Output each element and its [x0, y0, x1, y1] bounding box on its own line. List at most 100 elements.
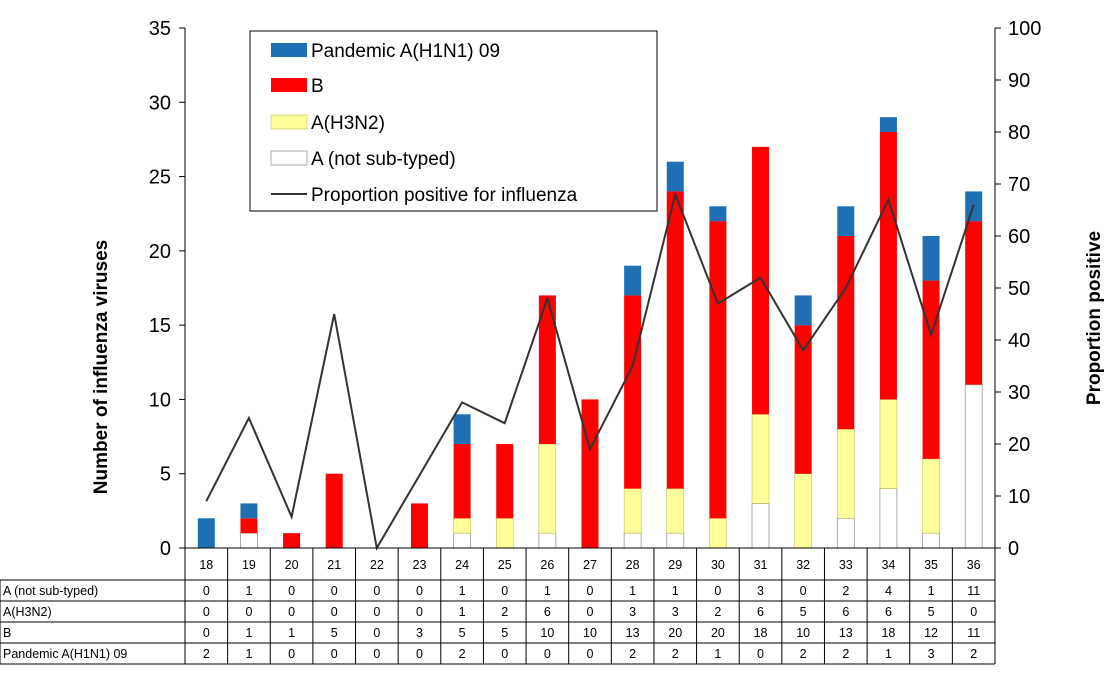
- x-tick-label: 24: [455, 558, 469, 572]
- table-cell: 2: [842, 584, 849, 598]
- legend: Pandemic A(H1N1) 09 B A(H3N2) A (not sub-ty…: [249, 30, 658, 212]
- table-cell: 0: [203, 584, 210, 598]
- bar-pandemic-a-h1n1-09-19: [240, 503, 258, 519]
- bar-pandemic-a-h1n1-09-24: [453, 414, 471, 444]
- bar-pandemic-a-h1n1-09-18: [197, 518, 215, 548]
- bar-pandemic-a-h1n1-09-32: [794, 295, 812, 326]
- y-tick-label: 15: [149, 315, 171, 337]
- y2-tick-label: 10: [1008, 486, 1030, 508]
- table-cell: 10: [583, 626, 597, 640]
- bar-pandemic-a-h1n1-09-28: [624, 265, 642, 296]
- bar-b-26: [538, 295, 556, 444]
- bar-b-24: [453, 444, 471, 519]
- table-cell: 2: [970, 647, 977, 661]
- table-cell: 0: [331, 605, 338, 619]
- table-cell: 1: [714, 647, 721, 661]
- proportion-line-layer: [205, 191, 975, 551]
- bar-b-25: [496, 444, 514, 519]
- bar-a-not-sub-typed--26: [538, 532, 557, 549]
- bar-b-21: [325, 473, 343, 548]
- y2-tick-label: 70: [1008, 174, 1030, 196]
- table-row-label: Pandemic A(H1N1) 09: [3, 647, 127, 661]
- table-cell: 0: [331, 584, 338, 598]
- x-tick-label: 30: [711, 558, 725, 572]
- bar-a-h3n2--33: [837, 428, 855, 519]
- y2-tick-label: 50: [1008, 278, 1030, 300]
- x-tick-label: 25: [498, 558, 512, 572]
- table-cell: 18: [754, 626, 768, 640]
- table-cell: 18: [881, 626, 895, 640]
- table-cell: 1: [245, 584, 252, 598]
- table-cell: 3: [757, 584, 764, 598]
- table-cell: 5: [800, 605, 807, 619]
- bar-a-h3n2--31: [751, 414, 770, 504]
- table-cell: 20: [668, 626, 682, 640]
- table-cell: 2: [800, 647, 807, 661]
- y-tick-label: 35: [149, 18, 171, 40]
- table-cell: 3: [629, 605, 636, 619]
- bar-a-h3n2--30: [709, 518, 727, 549]
- table-cell: 0: [373, 626, 380, 640]
- x-tick-label: 27: [583, 558, 597, 572]
- bar-b-32: [794, 325, 812, 474]
- table-cell: 1: [459, 584, 466, 598]
- table-cell: 5: [501, 626, 508, 640]
- bar-b-33: [837, 236, 855, 430]
- bar-b-19: [240, 518, 258, 534]
- bar-a-h3n2--26: [538, 443, 557, 534]
- table-row-label: B: [3, 626, 11, 640]
- x-tick-label: 19: [242, 558, 256, 572]
- table-cell: 6: [842, 605, 849, 619]
- bar-b-35: [922, 280, 940, 459]
- x-tick-label: 20: [285, 558, 299, 572]
- table-cell: 3: [928, 647, 935, 661]
- bar-b-29: [666, 191, 684, 489]
- plot-axes: 0 5 10 15 20 25 30 35 0 10 20 30 40 50 60 70 80 90 100: [149, 18, 1042, 560]
- table-cell: 3: [672, 605, 679, 619]
- legend-swatch-b: [271, 78, 307, 92]
- data-table: 18 19 20 21 22 23 24 25 26 27 28 29 30 31 32 33 34 35 36A …: [0, 547, 996, 665]
- y2-tick-label: 90: [1008, 70, 1030, 92]
- y2-tick-label: 30: [1008, 382, 1030, 404]
- table-cell: 2: [714, 605, 721, 619]
- table-cell: 0: [587, 647, 594, 661]
- table-cell: 1: [672, 584, 679, 598]
- legend-label-b: B: [311, 76, 324, 97]
- x-tick-label: 33: [839, 558, 853, 572]
- table-cell: 1: [629, 584, 636, 598]
- table-cell: 0: [587, 584, 594, 598]
- table-cell: 0: [544, 647, 551, 661]
- table-cell: 2: [672, 647, 679, 661]
- bar-b-31: [752, 146, 770, 415]
- bar-a-h3n2--28: [623, 488, 642, 534]
- bar-pandemic-a-h1n1-09-29: [666, 161, 684, 192]
- y-axis-title: Number of influenza viruses: [91, 240, 112, 494]
- bar-a-h3n2--35: [922, 458, 940, 534]
- legend-label-a-not-sub-typed-: A (not sub-typed): [311, 149, 456, 170]
- table-cell: 2: [629, 647, 636, 661]
- table-cell: 0: [501, 647, 508, 661]
- table-cell: 0: [501, 584, 508, 598]
- table-cell: 6: [544, 605, 551, 619]
- table-cell: 4: [885, 584, 892, 598]
- legend-label-proportion-positive-for-influenza: Proportion positive for influenza: [311, 185, 578, 206]
- y-tick-label: 25: [149, 167, 171, 189]
- x-tick-label: 31: [754, 558, 768, 572]
- table-cell: 0: [203, 605, 210, 619]
- y2-tick-label: 80: [1008, 122, 1030, 144]
- table-cell: 0: [288, 605, 295, 619]
- legend-box: [249, 30, 658, 212]
- y2-tick-label: 100: [1008, 18, 1041, 40]
- bar-a-h3n2--29: [666, 488, 685, 534]
- table-cell: 1: [288, 626, 295, 640]
- bar-a-not-sub-typed--35: [922, 532, 940, 549]
- table-row-label: A (not sub-typed): [3, 584, 98, 598]
- table-cell: 0: [331, 647, 338, 661]
- bar-b-23: [410, 503, 428, 548]
- table-cell: 1: [459, 605, 466, 619]
- x-tick-label: 29: [668, 558, 682, 572]
- table-cell: 13: [626, 626, 640, 640]
- table-cell: 0: [416, 647, 423, 661]
- table-cell: 2: [501, 605, 508, 619]
